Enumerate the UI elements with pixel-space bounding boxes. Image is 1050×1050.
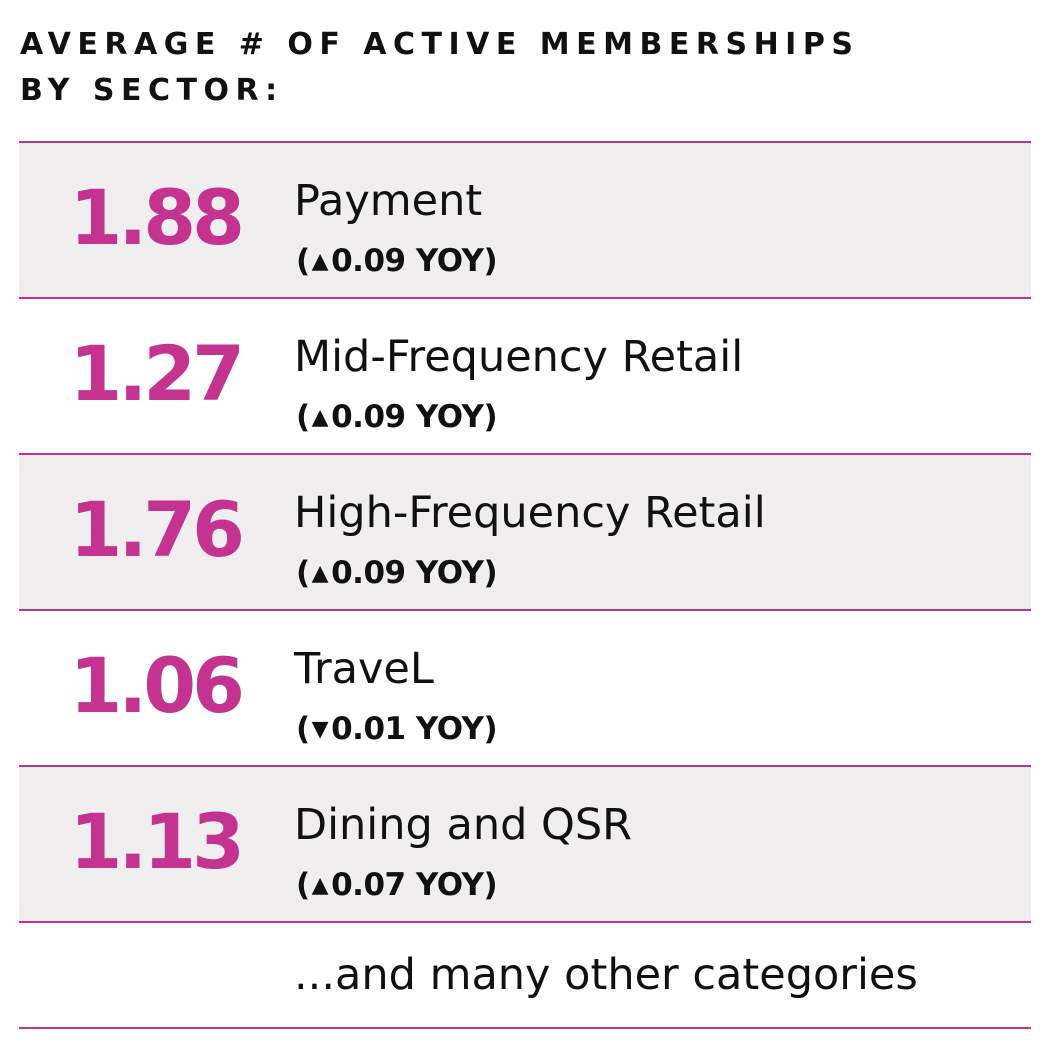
table-row: 1.27 Mid-Frequency Retail (▲0.09 YOY) <box>19 297 1031 453</box>
change-suffix: YOY <box>415 867 484 903</box>
yoy-change: (▲0.07 YOY) <box>296 865 498 906</box>
page-title: AVERAGE # OF ACTIVE MEMBERSHIPS BY SECTO… <box>20 22 1020 114</box>
change-value: 0.09 <box>331 399 406 435</box>
up-arrow-icon: ▲ <box>311 561 329 586</box>
title-line-2: BY SECTOR: <box>20 73 284 108</box>
table-row-other: ...and many other categories <box>19 921 1031 1029</box>
up-arrow-icon: ▲ <box>311 873 329 898</box>
down-arrow-icon: ▼ <box>311 717 329 742</box>
change-suffix: YOY <box>415 399 484 435</box>
membership-value: 1.88 <box>69 173 245 262</box>
sector-label: Mid-Frequency Retail <box>294 332 744 382</box>
table-row: 1.13 Dining and QSR (▲0.07 YOY) <box>19 765 1031 921</box>
table-row: 1.06 TraveL (▼0.01 YOY) <box>19 609 1031 765</box>
yoy-change: (▲0.09 YOY) <box>296 397 498 438</box>
membership-value: 1.76 <box>69 485 245 574</box>
up-arrow-icon: ▲ <box>311 405 329 430</box>
change-value: 0.01 <box>331 711 406 747</box>
title-line-1: AVERAGE # OF ACTIVE MEMBERSHIPS <box>20 27 860 62</box>
change-value: 0.07 <box>331 867 406 903</box>
other-categories-note: ...and many other categories <box>294 950 918 1000</box>
sector-table: 1.88 Payment (▲0.09 YOY) 1.27 Mid-Freque… <box>19 141 1031 1029</box>
membership-value: 1.27 <box>69 329 245 418</box>
up-arrow-icon: ▲ <box>311 249 329 274</box>
change-suffix: YOY <box>415 711 484 747</box>
sector-label: Payment <box>294 176 483 226</box>
sector-label: High-Frequency Retail <box>294 488 766 538</box>
sector-label: TraveL <box>294 644 434 694</box>
membership-value: 1.06 <box>69 641 245 730</box>
table-row: 1.76 High-Frequency Retail (▲0.09 YOY) <box>19 453 1031 609</box>
membership-value: 1.13 <box>69 797 245 886</box>
change-suffix: YOY <box>415 243 484 279</box>
yoy-change: (▲0.09 YOY) <box>296 241 498 282</box>
change-suffix: YOY <box>415 555 484 591</box>
table-row: 1.88 Payment (▲0.09 YOY) <box>19 141 1031 297</box>
change-value: 0.09 <box>331 243 406 279</box>
yoy-change: (▼0.01 YOY) <box>296 709 498 750</box>
change-value: 0.09 <box>331 555 406 591</box>
sector-label: Dining and QSR <box>294 800 633 850</box>
yoy-change: (▲0.09 YOY) <box>296 553 498 594</box>
